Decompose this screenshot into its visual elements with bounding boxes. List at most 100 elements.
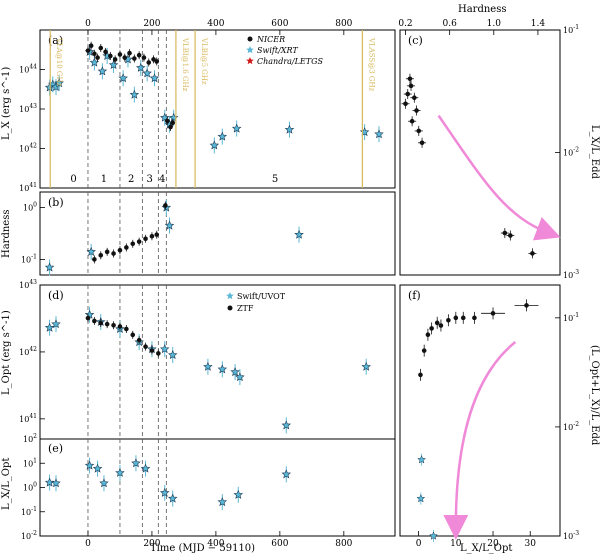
data-point (429, 326, 434, 331)
data-point (414, 108, 419, 113)
data-point (405, 91, 411, 97)
epoch-label: 2 (128, 174, 134, 185)
ytick-label: 1043 (19, 279, 37, 290)
epoch-label: 0 (70, 174, 76, 185)
data-point (490, 311, 496, 316)
nicer-point (92, 51, 97, 57)
xtick-label: 0.2 (398, 19, 412, 29)
xtick-label: 600 (271, 19, 288, 29)
swift-point (97, 66, 108, 76)
nicer-point (117, 52, 123, 57)
trend-arrow (443, 341, 517, 540)
swift-point (217, 364, 228, 374)
xtick-label: 800 (335, 539, 352, 549)
epoch-label: 5 (272, 174, 278, 185)
panel-d-label: (d) (48, 289, 64, 302)
epoch-label: 1 (101, 174, 107, 185)
xtick-label: 1.4 (531, 19, 546, 29)
ylabel-f: (L_Opt+L_X)/L_Edd (589, 345, 600, 446)
nicer-point (156, 351, 161, 356)
legend-label: Swift/UVOT (237, 292, 286, 301)
nicer-point (88, 43, 94, 49)
nicer-point (136, 337, 142, 343)
swift-point (416, 494, 426, 503)
ytick-label: 10-3 (563, 269, 579, 280)
epoch-label: 3 (147, 174, 153, 185)
ytick-label: 1043 (19, 103, 37, 114)
panel-e-marks: 10-2 10-1 100 101 102 0 200 400 600 800 (21, 433, 353, 549)
swift-point (44, 477, 55, 487)
nicer-point (141, 55, 147, 60)
ytick-label: 100 (23, 482, 37, 493)
nicer-point (164, 118, 170, 124)
ytick-label: 102 (23, 433, 37, 444)
ytick-label: 1042 (19, 346, 37, 357)
data-point (409, 118, 415, 124)
swift-point (159, 487, 170, 497)
ytick-label: 10-2 (21, 530, 37, 541)
nicer-point (98, 253, 104, 258)
radio-label: VLASS@3 GHz (367, 37, 375, 92)
legend-marker (246, 57, 254, 65)
nicer-point (111, 322, 116, 328)
swift-point (51, 478, 61, 488)
panel-c: (c) Hardness 0.2 0.6 1.0 1.4 10-3 10-2 10-1 (398, 4, 579, 280)
nicer-point (124, 245, 129, 250)
nicer-point (154, 59, 160, 64)
panel-b-marks: 10-1 100 (21, 192, 304, 276)
xtick-label: 600 (271, 539, 288, 549)
data-point (434, 320, 440, 326)
legend-marker (246, 46, 254, 54)
swift-point (99, 478, 109, 488)
data-point (403, 101, 408, 107)
swift-point (417, 455, 427, 464)
ylabel-e: L_X/L_Opt (1, 458, 12, 510)
data-point (425, 332, 431, 338)
legend-label: ZTF (237, 304, 254, 313)
swift-point (54, 78, 64, 88)
nicer-point (103, 49, 108, 55)
ytick-label: 10-1 (21, 506, 37, 517)
data-point (408, 83, 414, 89)
xtick-label: 0 (85, 539, 91, 549)
swift-point (86, 246, 96, 256)
legend-marker (226, 292, 234, 300)
ylabel-a: L_X (erg s^-1) (1, 67, 12, 140)
data-point (421, 348, 427, 353)
nicer-point (130, 241, 136, 247)
xtick-label: 200 (143, 539, 160, 549)
nicer-point (132, 56, 137, 61)
swift-point (235, 372, 245, 382)
data-point (530, 251, 535, 256)
xtick-label: 30 (525, 539, 537, 549)
swift-point (142, 68, 152, 78)
nicer-point (112, 57, 118, 62)
swift-point (167, 350, 178, 360)
swift-point (217, 131, 228, 141)
swift-point (118, 73, 128, 83)
panel-c-marks: 0.2 0.6 1.0 1.4 10-3 10-2 10-1 (398, 19, 579, 280)
swift-point (361, 361, 371, 371)
ylabel-c: L_X/L_Edd (589, 125, 600, 179)
ytick-label: 1044 (19, 64, 37, 75)
ylabel-d: L_Opt (erg s^-1) (1, 310, 12, 395)
nicer-point (168, 124, 173, 130)
legend-marker (247, 36, 253, 42)
data-point (472, 315, 477, 321)
swift-point (131, 458, 141, 468)
nicer-point (92, 318, 97, 324)
legend-label: Swift/XRT (257, 46, 298, 55)
panel-b-label: (b) (48, 196, 64, 209)
nicer-point (98, 320, 104, 326)
swift-point (115, 467, 125, 477)
nicer-point (130, 332, 136, 338)
swift-point (92, 463, 103, 473)
ytick-label: 10-2 (563, 147, 579, 158)
nicer-point (92, 257, 97, 262)
ylabel-b: Hardness (1, 210, 12, 259)
radio-label: VLA@10 GHz (55, 37, 63, 87)
nicer-point (98, 45, 104, 51)
nicer-point (149, 233, 155, 239)
swift-point (294, 229, 304, 239)
